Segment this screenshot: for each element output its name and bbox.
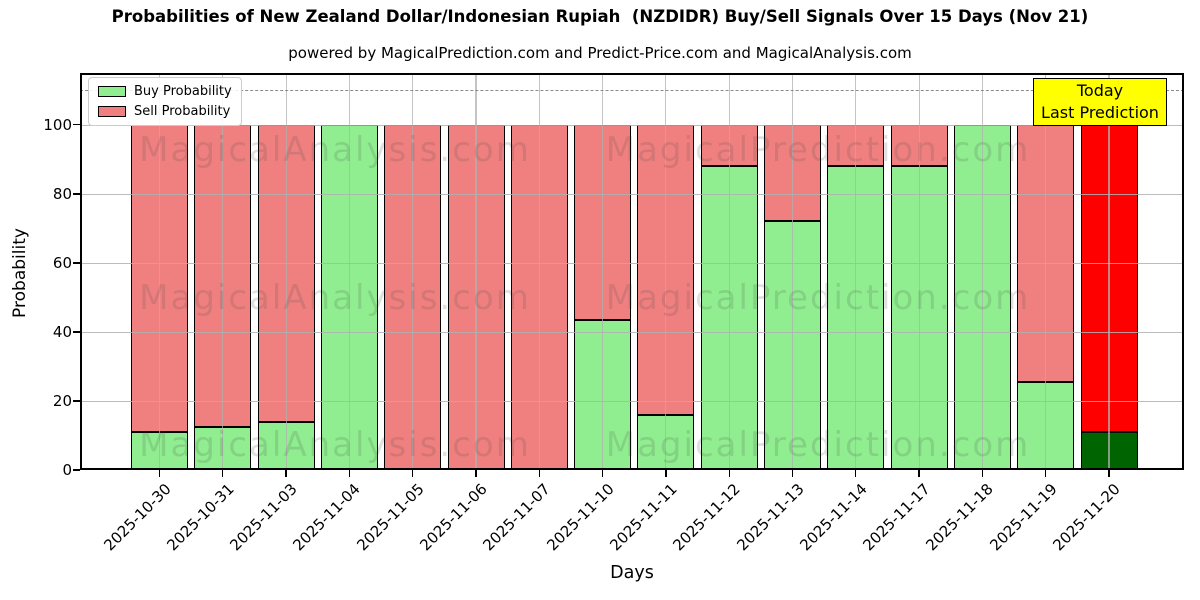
y-tick-label: 20 <box>52 391 72 410</box>
x-tick-label: 2025-11-17 <box>859 480 934 555</box>
spine-bottom <box>80 468 1184 470</box>
legend-buy-label: Buy Probability <box>134 84 232 99</box>
chart-title: Probabilities of New Zealand Dollar/Indo… <box>111 7 1089 26</box>
x-tick <box>348 470 351 477</box>
today-annotation: Today Last Prediction <box>1033 78 1167 126</box>
x-tick <box>601 470 604 477</box>
y-tick-label: 0 <box>62 461 72 479</box>
grid-line-x <box>475 73 477 470</box>
grid-line-y <box>80 400 1184 403</box>
x-tick <box>1045 470 1047 477</box>
x-tick <box>285 470 287 477</box>
x-tick <box>918 470 920 477</box>
x-tick-label: 2025-11-19 <box>986 480 1061 555</box>
y-tick-label: 100 <box>43 115 72 134</box>
legend-sell-label: Sell Probability <box>134 104 231 119</box>
x-tick <box>791 470 794 477</box>
grid-line-y <box>80 331 1184 334</box>
legend: Buy Probability Sell Probability <box>88 77 242 126</box>
grid-line-x <box>222 73 224 470</box>
x-tick <box>728 470 730 477</box>
x-tick-label: 2025-11-14 <box>796 480 871 555</box>
grid-line-x <box>285 73 287 470</box>
x-tick-label: 2025-11-04 <box>289 480 365 555</box>
grid-line-y <box>80 124 1184 126</box>
x-tick <box>222 470 224 477</box>
spine-top <box>80 73 1184 75</box>
y-tick <box>73 331 80 333</box>
grid-line-x <box>1108 73 1110 470</box>
x-tick-label: 2025-11-13 <box>732 480 808 555</box>
legend-item-sell: Sell Probability <box>98 105 232 118</box>
grid-line-x <box>918 73 920 470</box>
buy-swatch-icon <box>98 86 126 97</box>
plot-area <box>80 73 1184 470</box>
grid-line-x <box>348 73 350 470</box>
y-tick <box>73 262 80 264</box>
sell-swatch-icon <box>98 106 126 117</box>
x-tick-label: 2025-11-03 <box>226 480 301 555</box>
legend-item-buy: Buy Probability <box>98 85 232 98</box>
x-tick-label: 2025-10-31 <box>163 480 238 555</box>
grid-line-x <box>791 73 794 470</box>
today-annotation-line2: Last Prediction <box>1041 103 1159 122</box>
grid-line-x <box>728 73 730 470</box>
spine-right <box>1182 73 1184 470</box>
grid-line-x <box>1045 73 1047 470</box>
grid-line-x <box>665 73 667 470</box>
x-tick <box>412 470 414 477</box>
chart-subtitle: powered by MagicalPrediction.com and Pre… <box>288 44 912 62</box>
grid-line-x <box>538 73 540 470</box>
spine-left <box>80 73 82 470</box>
x-tick-label: 2025-11-20 <box>1049 480 1124 555</box>
x-tick-label: 2025-10-30 <box>99 480 175 555</box>
y-tick <box>73 400 80 402</box>
x-tick <box>855 470 857 477</box>
x-tick <box>538 470 540 477</box>
x-tick <box>981 470 984 477</box>
y-tick <box>73 124 80 126</box>
x-tick <box>1108 470 1110 477</box>
x-axis-label: Days <box>610 563 654 583</box>
grid-line-y <box>80 193 1184 195</box>
y-tick-label: 60 <box>52 253 72 272</box>
grid-line-x <box>412 73 414 470</box>
y-tick-label: 80 <box>52 184 72 203</box>
y-tick <box>73 469 80 471</box>
x-tick-label: 2025-11-06 <box>416 480 491 555</box>
grid-line-x <box>602 73 604 470</box>
x-tick-label: 2025-11-18 <box>922 480 998 555</box>
grid-line-x <box>981 73 983 470</box>
dashed-threshold-line <box>80 90 1184 92</box>
x-tick <box>475 470 477 477</box>
grid-line-x <box>855 73 857 470</box>
today-annotation-line1: Today <box>1076 81 1124 101</box>
x-tick <box>158 470 161 477</box>
grid-line-y <box>80 262 1184 265</box>
y-tick <box>73 193 80 195</box>
x-tick-label: 2025-11-05 <box>353 480 428 555</box>
x-tick <box>665 470 667 477</box>
y-tick-label: 40 <box>52 322 72 341</box>
grid-line-x <box>158 73 161 470</box>
